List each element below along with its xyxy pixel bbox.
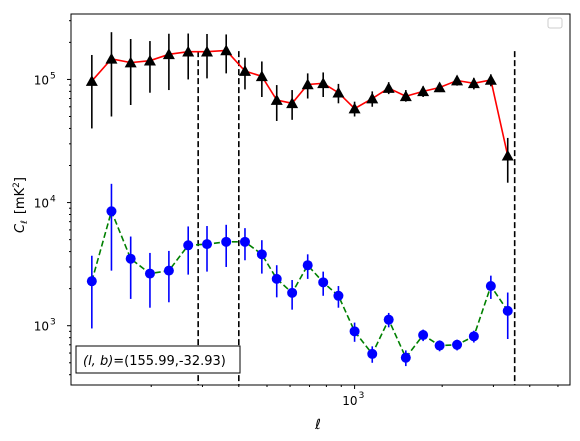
triangle-marker — [182, 45, 195, 57]
circle-marker — [485, 281, 496, 292]
triangle-marker — [220, 44, 233, 56]
circle-marker — [287, 287, 298, 298]
circle-marker — [318, 277, 329, 288]
x-tick-label: 10 — [342, 394, 357, 408]
triangle-marker — [105, 52, 118, 64]
triangle-marker — [124, 56, 137, 68]
y-tick-label: 10 — [34, 320, 49, 334]
circle-marker — [163, 265, 174, 276]
circle-marker — [383, 314, 394, 325]
y-axis-label-sub: ℓ — [20, 220, 30, 225]
triangle-marker — [143, 54, 156, 66]
triangle-marker — [348, 102, 361, 114]
triangle-marker — [286, 97, 299, 109]
triangle-marker — [382, 82, 395, 93]
y-tick-label-exponent: 4 — [50, 195, 56, 205]
triangle-marker — [467, 77, 480, 89]
circle-marker — [367, 348, 378, 359]
circle-marker — [125, 253, 136, 264]
circle-marker — [502, 305, 513, 316]
legend-box — [547, 17, 563, 29]
annotation-value: (155.99,-32.93) — [124, 354, 226, 369]
annotation-text: (l, b)=(155.99,-32.93) — [83, 354, 226, 369]
series-2-line — [91, 208, 509, 360]
triangle-marker — [162, 48, 175, 60]
axes: 10 310 410 510 3 — [34, 20, 559, 408]
y-tick-label: 10 — [34, 73, 49, 87]
x-axis-label: ℓ — [314, 417, 321, 433]
y-axis-label-unit-end: ] — [13, 177, 28, 182]
circle-marker — [271, 273, 282, 284]
triangle-marker — [238, 65, 251, 76]
y-tick-label: 10 — [34, 197, 49, 211]
circle-marker — [302, 260, 313, 271]
circle-marker — [221, 236, 232, 247]
plot-area — [85, 32, 516, 385]
triangle-marker — [85, 75, 98, 86]
triangle-marker — [270, 94, 283, 105]
circle-marker — [106, 206, 117, 217]
annotation-prefix: (l, b)= — [83, 354, 124, 369]
circle-marker — [333, 290, 344, 301]
triangle-marker — [451, 74, 464, 86]
triangle-marker — [317, 77, 330, 89]
y-axis-label: Cℓ [mK2] — [12, 177, 30, 233]
circle-marker — [183, 240, 194, 251]
circle-marker — [452, 339, 463, 350]
triangle-marker — [417, 85, 430, 97]
circle-marker — [239, 236, 250, 247]
x-tick-label-exponent: 3 — [359, 391, 365, 401]
triangle-marker — [201, 45, 214, 57]
triangle-marker — [501, 149, 514, 161]
circle-marker — [418, 330, 429, 341]
triangle-marker — [433, 81, 446, 93]
plot-frame — [70, 13, 571, 386]
circle-marker — [86, 276, 97, 287]
series-1-line — [91, 49, 509, 156]
circle-marker — [349, 326, 360, 337]
triangle-marker — [332, 86, 345, 98]
circle-marker — [468, 331, 479, 342]
y-tick-label-exponent: 3 — [50, 318, 56, 328]
y-axis-label-unit: [mK — [13, 187, 28, 214]
circle-marker — [400, 352, 411, 363]
annotation-box: (l, b)=(155.99,-32.93) — [75, 345, 241, 374]
triangle-marker — [484, 73, 497, 85]
circle-marker — [256, 249, 267, 260]
circle-marker — [434, 340, 445, 351]
triangle-marker — [366, 92, 379, 104]
triangle-marker — [399, 90, 412, 102]
circle-marker — [144, 268, 155, 279]
y-axis-label-main: C — [13, 223, 28, 233]
triangle-marker — [301, 78, 314, 90]
y-axis-label-unit-sup: 2 — [12, 182, 22, 188]
y-tick-label-exponent: 5 — [50, 71, 56, 81]
triangle-marker — [255, 70, 268, 82]
circle-marker — [202, 239, 213, 250]
